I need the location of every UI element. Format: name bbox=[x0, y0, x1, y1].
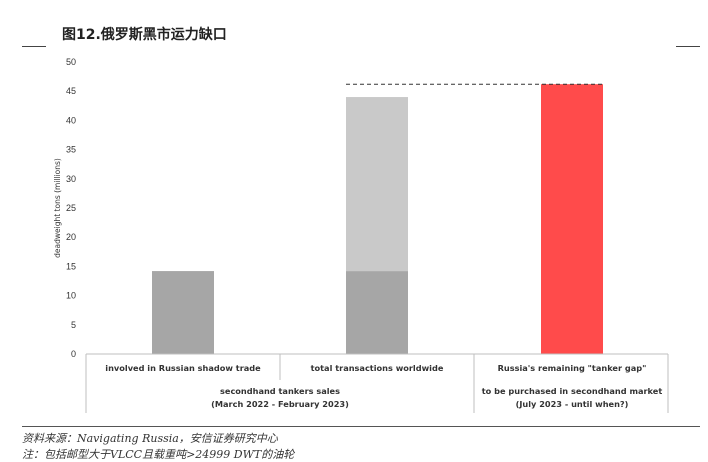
group-label-1-line-1: secondhand tankers sales bbox=[220, 386, 340, 396]
group-label-2-line-1: to be purchased in secondhand market bbox=[482, 386, 663, 396]
category-label-2: total transactions worldwide bbox=[311, 363, 444, 373]
category-label-3: Russia's remaining "tanker gap" bbox=[498, 363, 647, 373]
bar-2-segment-1 bbox=[346, 271, 408, 354]
group-label-1-line-2: (March 2022 - February 2023) bbox=[211, 399, 349, 409]
y-tick-label-25: 25 bbox=[66, 203, 76, 213]
y-tick-label-35: 35 bbox=[66, 145, 76, 155]
title-rule-right bbox=[676, 46, 700, 47]
y-tick-label-10: 10 bbox=[66, 291, 76, 301]
y-tick-label-5: 5 bbox=[71, 320, 76, 330]
title-rule-left bbox=[22, 46, 46, 47]
group-label-2-line-2: (July 2023 - until when?) bbox=[516, 399, 629, 409]
y-tick-label-50: 50 bbox=[66, 57, 76, 67]
bar-1-segment-1 bbox=[152, 271, 214, 354]
note-text: 注：包括邮型大于VLCC且载重吨>24999 DWT的油轮 bbox=[22, 448, 295, 461]
y-tick-label-45: 45 bbox=[66, 86, 76, 96]
bar-3-segment-1 bbox=[541, 84, 603, 354]
y-tick-label-0: 0 bbox=[71, 349, 76, 359]
bar-2-segment-2 bbox=[346, 97, 408, 272]
y-tick-label-30: 30 bbox=[66, 174, 76, 184]
y-tick-label-20: 20 bbox=[66, 232, 76, 242]
y-axis-label: deadweight tons (millions) bbox=[53, 158, 62, 258]
chart-title: 图12.俄罗斯黑市运力缺口 bbox=[62, 27, 227, 43]
y-tick-label-15: 15 bbox=[66, 261, 76, 271]
category-label-1: involved in Russian shadow trade bbox=[105, 363, 261, 373]
source-text: 资料来源：Navigating Russia，安信证券研究中心 bbox=[22, 432, 278, 445]
bottom-rule bbox=[22, 426, 700, 427]
y-tick-label-40: 40 bbox=[66, 115, 76, 125]
